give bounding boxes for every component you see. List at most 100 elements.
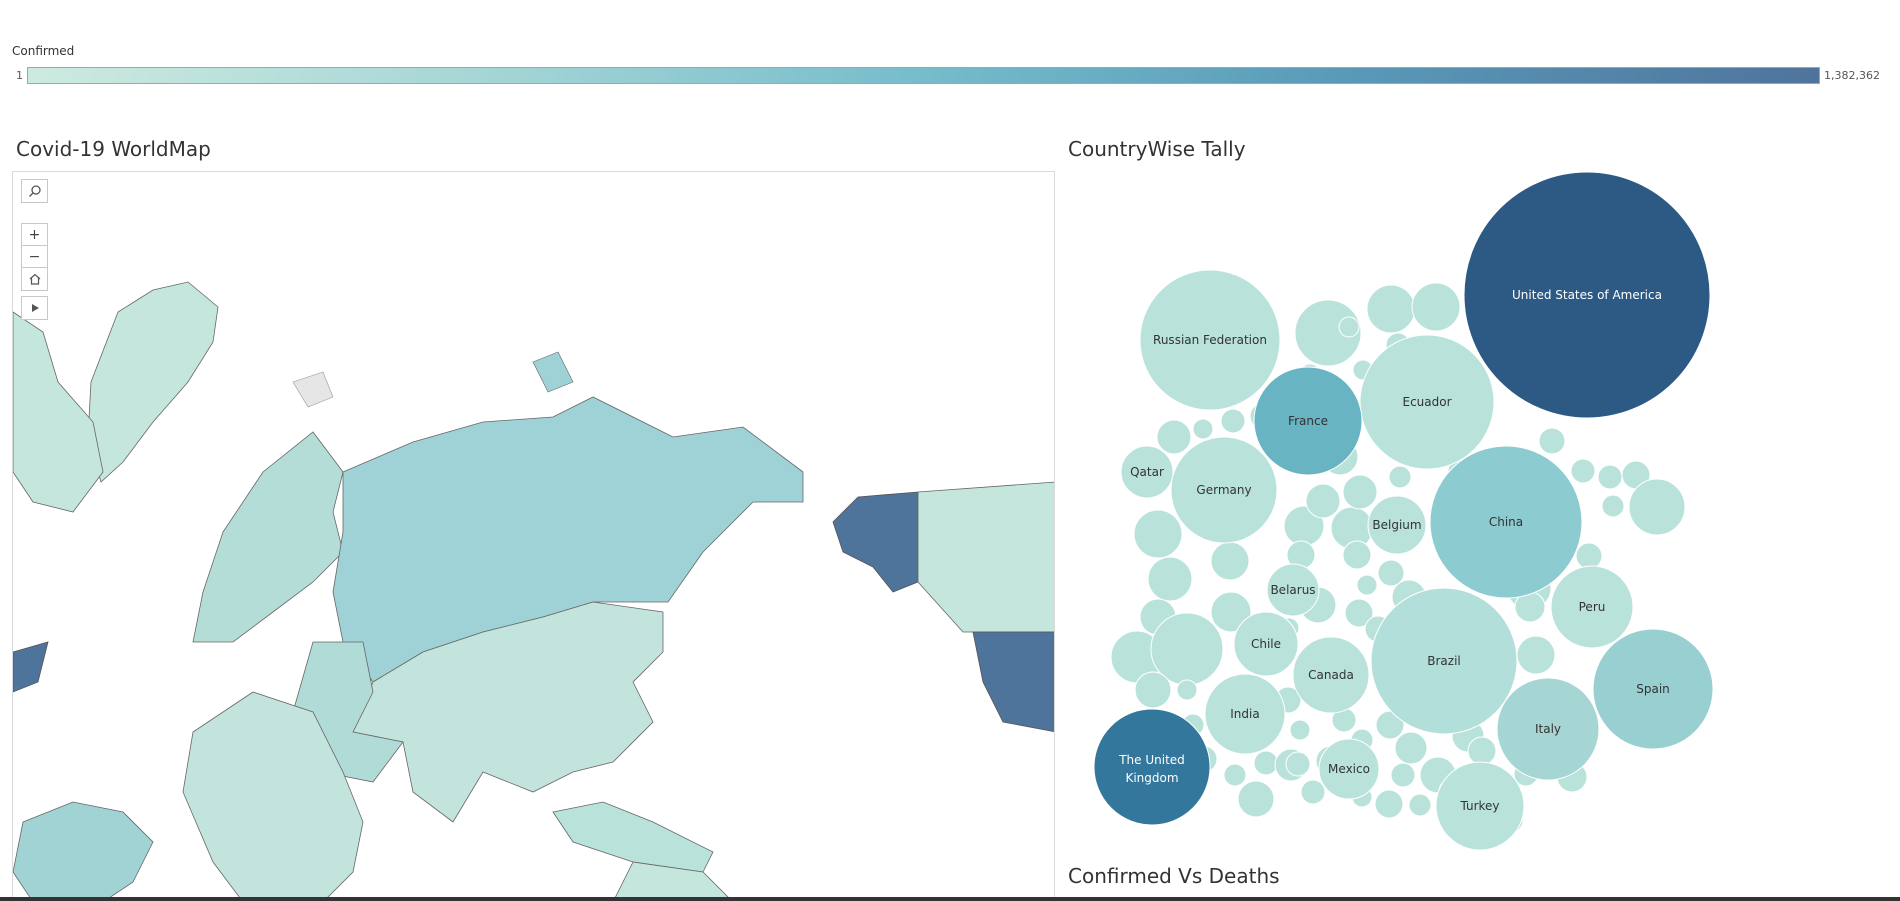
bubble-unlabeled[interactable] bbox=[1220, 408, 1246, 434]
confirmed-vs-deaths-title: Confirmed Vs Deaths bbox=[1068, 864, 1280, 888]
bubble-unlabeled[interactable] bbox=[1467, 736, 1497, 766]
map-region-svalbard[interactable] bbox=[292, 371, 334, 408]
tally-sheet-title: CountryWise Tally bbox=[1068, 137, 1246, 161]
map-region-canada-east[interactable] bbox=[13, 311, 104, 513]
bubble-unlabeled[interactable] bbox=[1344, 598, 1374, 628]
map-region-africa[interactable] bbox=[182, 691, 364, 901]
map-search-button[interactable] bbox=[21, 179, 48, 203]
bubble-unlabeled[interactable] bbox=[1394, 731, 1428, 765]
bubble-qatar[interactable] bbox=[1120, 445, 1174, 499]
bubble-unlabeled[interactable] bbox=[1285, 751, 1311, 777]
bubble-unlabeled[interactable] bbox=[1294, 299, 1362, 367]
map-region-alaska[interactable] bbox=[832, 491, 919, 593]
map-region-australia[interactable] bbox=[613, 861, 733, 901]
bubble-italy[interactable] bbox=[1496, 677, 1600, 781]
bubble-unlabeled[interactable] bbox=[1210, 591, 1252, 633]
bubble-unlabeled[interactable] bbox=[1134, 671, 1172, 709]
bubble-label: The United Kingdom bbox=[1118, 753, 1185, 785]
bubble-unlabeled[interactable] bbox=[1356, 574, 1378, 596]
bubble-chile[interactable] bbox=[1233, 611, 1299, 677]
bubble-label: Brazil bbox=[1427, 654, 1461, 668]
bubble-label: Italy bbox=[1535, 722, 1561, 736]
countrywise-bubble-chart: United States of America Russian Federati… bbox=[1093, 171, 1714, 851]
bubble-unlabeled[interactable] bbox=[1289, 719, 1311, 741]
zoom-out-button[interactable]: − bbox=[21, 245, 48, 269]
bubble-india[interactable] bbox=[1204, 673, 1286, 755]
bubble-label: India bbox=[1230, 707, 1259, 721]
bubble-unlabeled[interactable] bbox=[1601, 494, 1625, 518]
search-icon bbox=[28, 185, 41, 197]
expand-toolbar-button[interactable] bbox=[21, 296, 48, 320]
bubble-label: China bbox=[1489, 515, 1523, 529]
bubble-unlabeled[interactable] bbox=[1388, 465, 1412, 489]
bubble-label: Spain bbox=[1636, 682, 1670, 696]
bubble-ecuador[interactable] bbox=[1359, 334, 1495, 470]
bubble-unlabeled[interactable] bbox=[1538, 427, 1566, 455]
bubble-label: Chile bbox=[1251, 637, 1281, 651]
bubble-unlabeled[interactable] bbox=[1253, 750, 1279, 776]
bubble-spain[interactable] bbox=[1592, 628, 1714, 750]
bubble-russian-federation[interactable] bbox=[1139, 269, 1281, 411]
bubble-unlabeled[interactable] bbox=[1133, 509, 1183, 559]
bubble-unlabeled[interactable] bbox=[1516, 635, 1556, 675]
bubble-label: Belarus bbox=[1270, 583, 1315, 597]
bubble-unlabeled[interactable] bbox=[1366, 284, 1416, 334]
bubble-unlabeled[interactable] bbox=[1156, 419, 1192, 455]
bubble-belarus[interactable] bbox=[1266, 563, 1320, 617]
world-map-canvas[interactable] bbox=[13, 172, 1055, 901]
bubble-unlabeled[interactable] bbox=[1342, 474, 1378, 510]
legend-title: Confirmed bbox=[12, 44, 75, 58]
bubble-belgium[interactable] bbox=[1367, 495, 1427, 555]
bubble-united-states-of-america[interactable] bbox=[1463, 171, 1711, 419]
bubble-label: United States of America bbox=[1512, 288, 1662, 302]
world-map[interactable]: + − bbox=[12, 171, 1055, 901]
bubble-unlabeled[interactable] bbox=[1223, 763, 1247, 787]
bubble-unlabeled[interactable] bbox=[1597, 464, 1623, 490]
bubble-unlabeled[interactable] bbox=[1390, 762, 1416, 788]
bubble-unlabeled[interactable] bbox=[1147, 556, 1193, 602]
map-region-south-america[interactable] bbox=[13, 801, 154, 901]
map-region-canada[interactable] bbox=[917, 481, 1055, 633]
bubble-unlabeled[interactable] bbox=[1408, 793, 1432, 817]
map-region-se-asia[interactable] bbox=[552, 801, 714, 873]
map-region-arctic-islands[interactable] bbox=[532, 351, 574, 393]
bubble-unlabeled[interactable] bbox=[1192, 418, 1214, 440]
bubble-unlabeled[interactable] bbox=[1377, 559, 1405, 587]
play-icon bbox=[31, 304, 39, 312]
bubble-label: Peru bbox=[1579, 600, 1606, 614]
map-region-usa[interactable] bbox=[972, 631, 1055, 733]
bubble-label: Belgium bbox=[1372, 518, 1421, 532]
bubble-mexico[interactable] bbox=[1318, 738, 1380, 800]
reset-map-button[interactable] bbox=[21, 267, 48, 291]
zoom-in-button[interactable]: + bbox=[21, 223, 48, 247]
bubble-the-united-kingdom[interactable] bbox=[1093, 708, 1211, 826]
bubble-brazil[interactable] bbox=[1370, 587, 1518, 735]
bubble-unlabeled[interactable] bbox=[1305, 483, 1341, 519]
bubble-unlabeled[interactable] bbox=[1628, 478, 1686, 536]
bubble-label: Qatar bbox=[1130, 465, 1164, 479]
bubble-unlabeled[interactable] bbox=[1338, 316, 1360, 338]
bubble-unlabeled[interactable] bbox=[1374, 789, 1404, 819]
bubble-germany[interactable] bbox=[1170, 436, 1278, 544]
bubble-turkey[interactable] bbox=[1435, 761, 1525, 851]
bubble-unlabeled[interactable] bbox=[1176, 679, 1198, 701]
bubble-unlabeled[interactable] bbox=[1575, 542, 1603, 570]
map-region-greenland[interactable] bbox=[87, 281, 219, 483]
bubble-france[interactable] bbox=[1253, 366, 1363, 476]
bubble-unlabeled[interactable] bbox=[1375, 710, 1405, 740]
bubble-canada[interactable] bbox=[1292, 636, 1370, 714]
bubble-label: Ecuador bbox=[1402, 395, 1451, 409]
bubble-china[interactable] bbox=[1429, 445, 1583, 599]
bubble-unlabeled[interactable] bbox=[1237, 780, 1275, 818]
bubble-unlabeled[interactable] bbox=[1210, 541, 1250, 581]
bubble-unlabeled[interactable] bbox=[1411, 282, 1461, 332]
bubble-label: Germany bbox=[1196, 483, 1251, 497]
map-region-asia[interactable] bbox=[352, 601, 664, 823]
map-region-usa-east[interactable] bbox=[13, 641, 49, 693]
bubble-unlabeled[interactable] bbox=[1342, 540, 1372, 570]
bubble-peru[interactable] bbox=[1550, 565, 1634, 649]
bubble-unlabeled[interactable] bbox=[1300, 779, 1326, 805]
map-region-europe[interactable] bbox=[192, 431, 344, 643]
bubble-label: Canada bbox=[1308, 668, 1354, 682]
bubble-unlabeled[interactable] bbox=[1570, 458, 1596, 484]
